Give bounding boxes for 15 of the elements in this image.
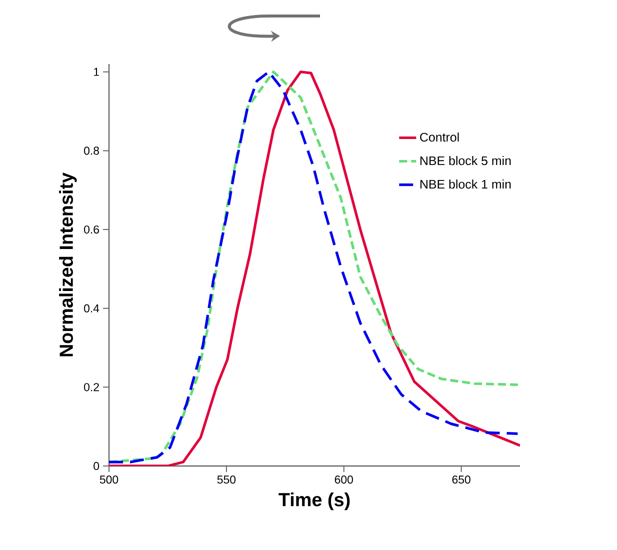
x-tick-label: 600 [334,476,353,484]
y-tick-label: 0.4 [84,304,100,312]
x-tick-label: 550 [217,476,236,484]
x-axis-title: Time (s) [278,492,350,510]
legend-label: Control [420,132,459,142]
x-tick-label: 500 [100,476,118,484]
y-tick-label: 0 [94,462,100,470]
y-tick-label: 0.2 [84,383,99,392]
y-tick-label: 0.8 [84,146,99,155]
x-tick-label: 650 [452,476,470,484]
legend-label: NBE block 1 min [420,179,511,189]
legend-label: NBE block 5 min [420,156,511,166]
y-axis-title: Normalized Intensity [59,172,77,356]
y-tick-label: 1 [94,68,99,76]
y-tick-label: 0.6 [84,225,99,234]
